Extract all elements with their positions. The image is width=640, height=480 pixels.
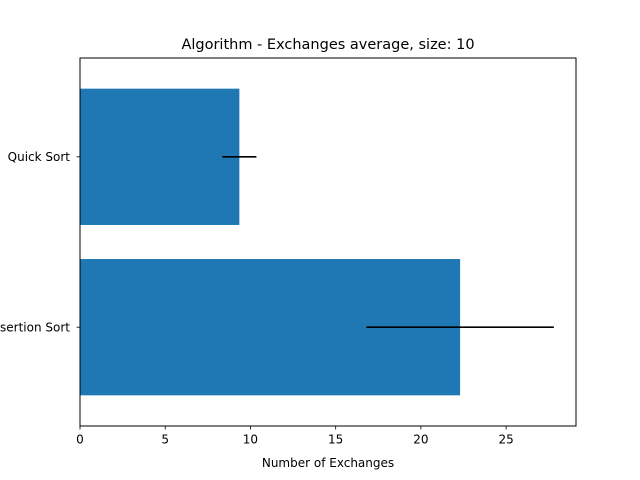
x-tick-label: 5 [161, 433, 169, 447]
x-tick-label: 25 [498, 433, 513, 447]
errorbars-layer [222, 156, 554, 328]
x-tick-label: 0 [76, 433, 84, 447]
x-axis-label: Number of Exchanges [262, 456, 394, 470]
x-tick-label: 20 [413, 433, 428, 447]
bar-quick-sort [80, 88, 240, 225]
x-tick-label: 10 [243, 433, 258, 447]
y-tick-label: Insertion Sort [0, 320, 70, 334]
plot-frame [79, 57, 577, 427]
x-tick-label: 15 [328, 433, 343, 447]
x-axis-ticks: 0 5 10 15 20 25 [76, 426, 514, 447]
chart-title: Algorithm - Exchanges average, size: 10 [181, 37, 474, 53]
y-axis-ticks: Insertion Sort Quick Sort [0, 150, 80, 334]
y-tick-label: Quick Sort [8, 150, 71, 164]
